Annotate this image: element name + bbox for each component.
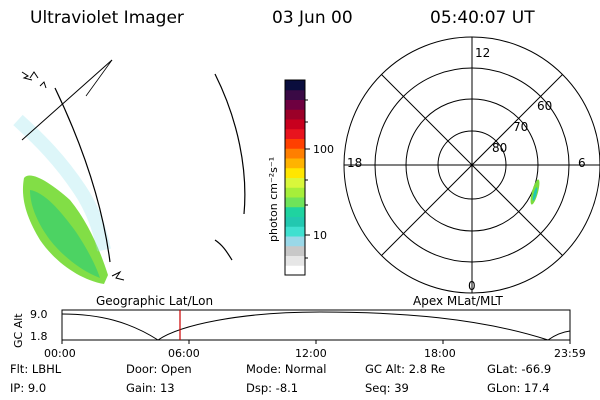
timeline-xtick-0: 00:00 [44,347,76,360]
polar-label-lat-80: 80 [492,141,507,155]
colorbar-cell [285,128,305,139]
gain-info: Gain: 13 [126,381,175,395]
timeline-xtick-1: 06:00 [168,347,200,360]
colorbar-cell [285,80,305,91]
timeline-ytick-bottom: 1.8 [30,330,48,343]
door-info: Door: Open [126,362,192,376]
geographic-image-panel [13,59,246,284]
timeline-ylabel: GC Alt [12,313,25,348]
colorbar-cell [285,109,305,120]
timeline-xtick-3: 18:00 [424,347,456,360]
glon-info: GLon: 17.4 [487,381,550,395]
limb-arc-right [214,73,246,215]
colorbar-cell [285,99,305,110]
filter-info: Flt: LBHL [10,362,62,376]
seq-info: Seq: 39 [365,381,409,395]
polar-label-dusk: 18 [347,156,362,170]
colorbar-cell [285,206,305,217]
timeline-ytick-top: 9.0 [30,308,48,321]
colorbar-unit-label: photon cm⁻²s⁻¹ [267,157,280,242]
app-title: Ultraviolet Imager [30,8,184,28]
polar-plot: 12 0 6 18 60 70 80 [343,36,600,294]
colorbar-cell [285,148,305,159]
colorbar-label-100: 100 [313,143,334,156]
colorbar-cell [285,197,305,208]
ip-info: IP: 9.0 [10,381,47,395]
colorbar-cell [285,255,305,266]
glat-info: GLat: -66.9 [487,362,552,376]
colorbar-cell [285,245,305,256]
lat-line [21,59,113,141]
colorbar-label-10: 10 [313,229,327,242]
coast-marks-bottom [111,270,125,281]
timeline-xtick-2: 12:00 [295,347,327,360]
geographic-panel-label: Geographic Lat/Lon [96,294,213,308]
altitude-curve [61,311,571,341]
colorbar-cell [285,177,305,188]
gc-alt-info: GC Alt: 2.8 Re [365,362,446,376]
apex-panel-label: Apex MLat/MLT [413,294,503,308]
timeline-xtick-4: 23:59 [554,347,586,360]
colorbar-cell [285,138,305,149]
colorbar-cell [285,187,305,198]
colorbar: 100 10 photon cm⁻²s⁻¹ [267,79,334,276]
time-label: 05:40:07 UT [430,8,535,28]
polar-label-lat-60: 60 [537,99,552,113]
earth-limb-arc [54,87,111,263]
aurora-core [30,190,100,278]
colorbar-cell [285,89,305,100]
polar-label-midnight: 0 [468,279,476,293]
colorbar-cell [285,236,305,247]
lon-line [85,59,113,97]
altitude-timeline: GC Alt 9.0 1.8 00:00 06:00 12:00 18:00 2… [12,308,586,360]
polar-label-dawn: 6 [578,156,586,170]
aurora-scatter [13,114,111,252]
colorbar-cell [285,119,305,130]
colorbar-cells [285,80,305,276]
polar-label-noon: 12 [475,46,490,60]
colorbar-cell [285,158,305,169]
limb-arc-bottom [214,239,233,261]
colorbar-cell [285,216,305,227]
polar-diagonal-2 [381,74,563,256]
timeline-frame [61,309,571,341]
mode-info: Mode: Normal [246,362,327,376]
dsp-info: Dsp: -8.1 [246,381,299,395]
polar-label-lat-70: 70 [513,120,528,134]
colorbar-frame [284,79,306,276]
coast-marks [21,71,47,89]
date-label: 03 Jun 00 [272,8,353,28]
colorbar-cell [285,226,305,237]
colorbar-cell [285,167,305,178]
colorbar-cell [285,265,305,276]
